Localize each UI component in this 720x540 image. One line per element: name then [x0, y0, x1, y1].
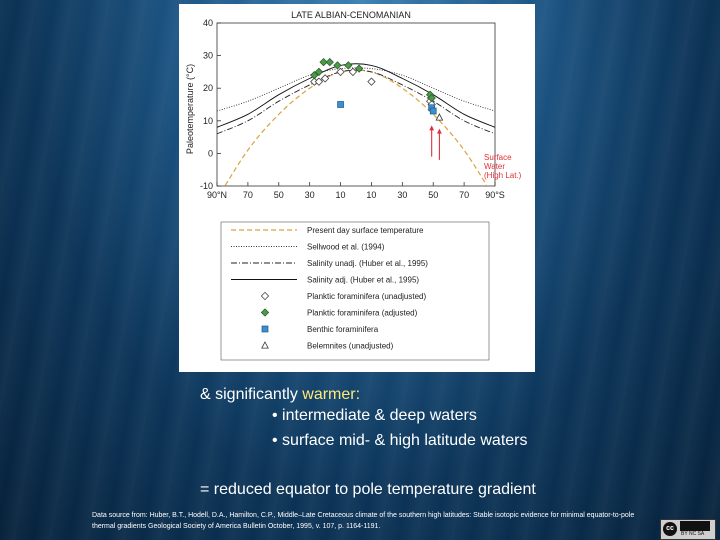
x-tick-label: 50 — [428, 190, 438, 200]
legend-box — [220, 221, 490, 361]
annotation-text: Surface — [484, 153, 512, 162]
data-point-diamond-filled — [325, 57, 334, 67]
annotation-text: (High Lat.) — [484, 171, 522, 180]
legend-label: Present day surface temperature — [307, 226, 424, 235]
x-tick-label: 70 — [243, 190, 253, 200]
y-tick-label: 20 — [203, 83, 213, 93]
caption-line-2: • intermediate & deep waters — [272, 407, 477, 424]
legend-marker-diamond-open — [260, 291, 270, 301]
source-citation: Data source from: Huber, B.T., Hodell, D… — [92, 512, 635, 530]
plot-frame — [216, 22, 496, 187]
legend-marker-triangle-open — [261, 341, 269, 349]
legend-label: Benthic foraminifera — [307, 325, 379, 334]
annotation-text: Water — [484, 162, 505, 171]
x-tick-label: 90°S — [485, 190, 505, 200]
chart-title: LATE ALBIAN-CENOMANIAN — [291, 10, 411, 20]
data-point-diamond-filled — [310, 70, 319, 80]
legend-label: Belemnites (unadjusted) — [307, 342, 394, 351]
caption-line-3: • surface mid- & high latitude waters — [272, 432, 528, 449]
curve-dotted — [217, 67, 495, 112]
caption-line-4: = reduced equator to pole temperature gr… — [200, 481, 536, 498]
data-point-diamond-filled — [319, 57, 328, 67]
caption-prefix: & significantly — [200, 386, 303, 403]
x-tick-label: 10 — [366, 190, 376, 200]
data-point-diamond-open — [367, 77, 376, 86]
x-tick-label: 70 — [459, 190, 469, 200]
chart-svg: LATE ALBIAN-CENOMANIAN Paleotemperature … — [185, 10, 522, 361]
y-tick-label: 30 — [203, 51, 213, 61]
creative-commons-badge[interactable]: cc BY NC SA — [660, 519, 716, 540]
legend-label: Salinity adj. (Huber et al., 1995) — [307, 276, 419, 285]
data-point-triangle-open — [435, 113, 444, 121]
curve-dashdot — [217, 69, 495, 135]
paleotemperature-figure: LATE ALBIAN-CENOMANIAN Paleotemperature … — [179, 4, 535, 372]
y-tick-label: 40 — [203, 18, 213, 28]
data-point-diamond-open — [348, 67, 358, 77]
x-tick-label: 50 — [274, 190, 284, 200]
red-arrow-head — [437, 128, 442, 134]
legend-label: Planktic foraminifera (unadjusted) — [307, 292, 427, 301]
legend-label: Planktic foraminifera (adjusted) — [307, 309, 418, 318]
red-arrow-head — [429, 125, 435, 131]
y-tick-label: 10 — [203, 116, 213, 126]
data-point-square — [337, 101, 344, 108]
y-tick-label: -10 — [200, 181, 213, 191]
data-point-diamond-filled — [354, 64, 364, 73]
legend-marker-square — [261, 325, 269, 333]
data-point-diamond-filled — [427, 93, 436, 103]
data-point-diamond-filled — [333, 61, 342, 70]
data-point-diamond-open — [314, 77, 324, 86]
legend-label: Sellwood et al. (1994) — [307, 243, 385, 252]
caption-highlight: warmer: — [302, 386, 361, 403]
curve-dashed — [224, 69, 488, 186]
data-point-diamond-open — [336, 67, 345, 77]
x-tick-label: 30 — [305, 190, 315, 200]
cc-icon: cc — [663, 522, 677, 536]
data-point-diamond-filled — [344, 61, 353, 70]
curve-solid — [217, 63, 495, 128]
data-point-square — [429, 107, 437, 115]
license-icons — [680, 521, 710, 531]
x-tick-label: 90°N — [207, 190, 227, 200]
license-text: BY NC SA — [681, 531, 705, 537]
legend-label: Salinity unadj. (Huber et al., 1995) — [307, 259, 428, 268]
x-tick-label: 10 — [336, 190, 346, 200]
legend-marker-diamond-filled — [260, 308, 270, 317]
y-tick-label: 0 — [208, 148, 213, 158]
data-point-diamond-filled — [314, 67, 324, 77]
y-axis-label: Paleotemperature (°C) — [185, 64, 195, 154]
x-tick-label: 30 — [397, 190, 407, 200]
data-point-diamond-open — [320, 74, 330, 83]
caption-line-1: & significantly warmer: — [200, 386, 360, 404]
